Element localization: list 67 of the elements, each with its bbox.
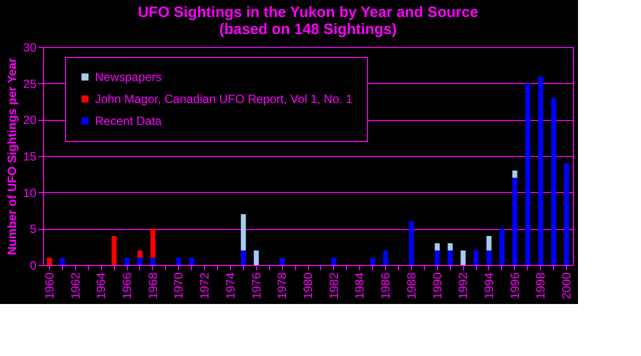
x-tick-label: 1966 (120, 272, 134, 300)
bar (383, 250, 388, 265)
y-tick-label: 20 (23, 113, 37, 128)
bar (448, 250, 453, 265)
bar (551, 98, 556, 265)
bar (150, 258, 156, 265)
x-tick-label: 1980 (301, 272, 315, 300)
x-tick-label: 1982 (326, 272, 341, 300)
bar (512, 170, 518, 178)
x-tick-label: 1972 (198, 272, 212, 300)
bar (240, 250, 246, 265)
bar (254, 250, 259, 265)
x-tick-label: 2000 (560, 272, 574, 300)
bar (46, 258, 52, 265)
bar (331, 258, 336, 265)
legend-label: John Magor, Canadian UFO Report, Vol 1, No. 1 (95, 92, 353, 106)
bar (448, 243, 453, 250)
bar (137, 250, 142, 258)
bar (408, 221, 414, 265)
legend-label: Recent Data (95, 114, 162, 128)
bar (137, 258, 142, 265)
bar (486, 250, 492, 265)
x-tick-label: 1990 (430, 272, 444, 300)
bar (240, 214, 246, 250)
bar (434, 250, 440, 265)
x-tick-label: 1976 (249, 272, 264, 300)
bar (525, 83, 530, 265)
bar (60, 258, 65, 265)
bar (112, 236, 117, 265)
bar (512, 178, 518, 265)
y-tick-label: 25 (23, 76, 37, 91)
bar (370, 258, 376, 265)
x-tick-label: 1960 (42, 272, 56, 300)
x-tick-label: 1986 (378, 272, 393, 300)
x-tick-label: 1988 (404, 272, 418, 300)
bar (460, 250, 466, 265)
legend-label: Newspapers (95, 70, 162, 84)
bar (538, 76, 544, 265)
x-tick-label: 1970 (172, 272, 186, 300)
text: UFO Sightings in the Yukon by Year and Source (138, 4, 478, 21)
bar (486, 236, 492, 250)
y-tick-label: 5 (30, 222, 37, 236)
text: (based on 148 Sightings) (219, 21, 397, 38)
x-tick-label: 1968 (146, 272, 160, 300)
x-tick-label: 1994 (482, 272, 496, 300)
x-tick-label: 1978 (275, 272, 290, 300)
y-axis-title: Number of UFO Sightings per Year (5, 58, 20, 256)
bar (150, 228, 156, 258)
bar (124, 258, 130, 265)
x-tick-label: 1974 (223, 272, 238, 300)
bar (434, 243, 440, 250)
x-tick-label: 1964 (94, 272, 108, 300)
y-tick-label: 15 (23, 150, 37, 164)
bar (474, 250, 479, 265)
x-tick-label: 1984 (352, 272, 367, 300)
bar (280, 258, 285, 265)
y-tick-label: 30 (23, 40, 37, 54)
bar (564, 163, 570, 265)
bar (176, 258, 182, 265)
x-tick-label: 1996 (508, 272, 522, 300)
y-tick-label: 10 (23, 186, 37, 200)
x-tick-label: 1962 (68, 272, 82, 300)
bar (189, 258, 194, 265)
y-tick-label: 0 (30, 258, 37, 272)
x-tick-label: 1998 (534, 272, 548, 300)
x-tick-label: 1992 (456, 272, 470, 300)
bar (499, 228, 504, 265)
